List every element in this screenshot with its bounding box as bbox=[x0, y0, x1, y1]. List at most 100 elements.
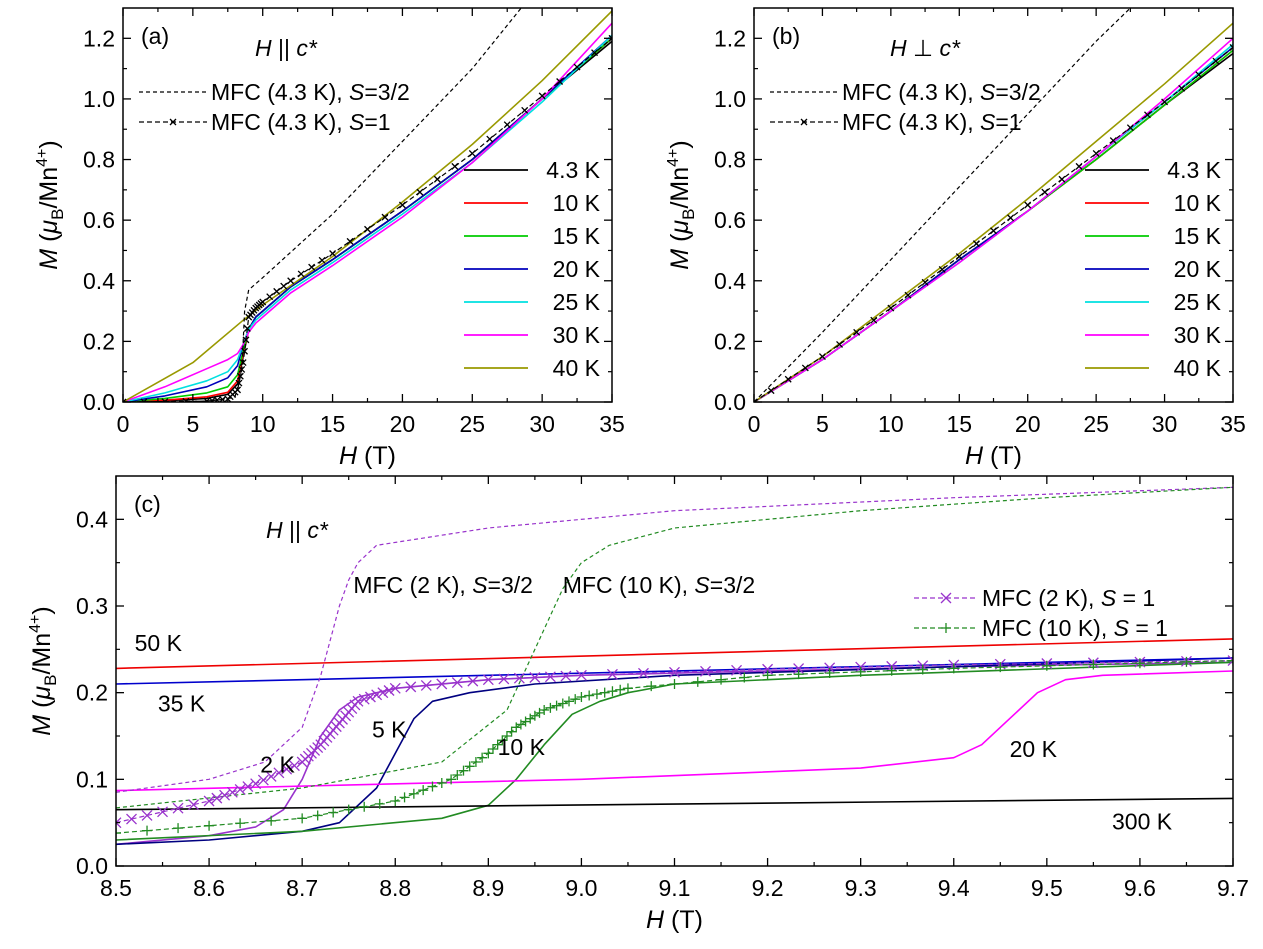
x-tick-label: 8.9 bbox=[472, 875, 504, 901]
marker-mfc-10-k-s-1 bbox=[399, 792, 410, 803]
marker-mfc-2-k-s-1 bbox=[669, 666, 680, 678]
marker-mfc-4-3-k-s-1 bbox=[1041, 188, 1049, 196]
marker-mfc-4-3-k-s-1 bbox=[468, 150, 476, 157]
marker-mfc-4-3-k-s-1 bbox=[972, 240, 980, 248]
series-mfc-4-3-k-s-3-2 bbox=[123, 8, 522, 402]
marker-mfc-10-k-s-1 bbox=[374, 798, 385, 809]
marker-mfc-10-k-s-1 bbox=[427, 781, 438, 792]
y-tick-label: 0.8 bbox=[714, 147, 746, 173]
marker-mfc-4-3-k-s-1 bbox=[503, 121, 511, 129]
marker-mfc-2-k-s-1 bbox=[405, 681, 417, 693]
marker-mfc-4-3-k-s-1 bbox=[754, 398, 758, 402]
marker-mfc-4-3-k-s-1 bbox=[266, 293, 274, 301]
marker-mfc-4-3-k-s-1 bbox=[433, 175, 441, 183]
marker-mfc-4-3-k-s-1 bbox=[1024, 201, 1032, 209]
field-label: H ⊥ c* bbox=[890, 35, 961, 61]
marker-mfc-10-k-s-1 bbox=[487, 744, 498, 754]
marker-mfc-4-3-k-s-1 bbox=[239, 359, 247, 367]
marker-mfc-10-k-s-1 bbox=[824, 668, 835, 679]
marker-mfc-10-k-s-1 bbox=[1181, 656, 1192, 667]
marker-mfc-4-3-k-s-1 bbox=[836, 340, 843, 348]
field-label: H || c* bbox=[266, 517, 329, 543]
x-tick-label: 35 bbox=[599, 411, 625, 437]
panel-b: 0 5 10 15 20 25 30 35 0.0 0.2 0.4 0.6 0.8 1.0 1.2 H (T)… bbox=[665, 7, 1246, 470]
legend-label-mfc-4-3-k-s-1: MFC (4.3 K), S=1 bbox=[211, 109, 391, 135]
marker-mfc-4-3-k-s-1 bbox=[238, 365, 246, 373]
marker-mfc-10-k-s-1 bbox=[470, 757, 481, 767]
marker-mfc-10-k-s-1 bbox=[297, 813, 308, 824]
marker-mfc-4-3-k-s-1 bbox=[280, 282, 288, 290]
marker-mfc-2-k-s-1 bbox=[250, 778, 262, 790]
marker-mfc-4-3-k-s-1 bbox=[123, 398, 127, 402]
axes-frame bbox=[122, 7, 613, 403]
legend-label-mfc-10-k-s-1: MFC (10 K), S = 1 bbox=[982, 615, 1168, 641]
marker-mfc-10-k-s-1 bbox=[408, 788, 419, 799]
marker-mfc-4-3-k-s-1 bbox=[1229, 43, 1233, 51]
y-tick-label: 0.0 bbox=[714, 389, 746, 415]
marker-mfc-4-3-k-s-1 bbox=[938, 265, 946, 273]
marker-mfc-4-3-k-s-1 bbox=[1161, 98, 1169, 106]
legend-label-25-k: 25 K bbox=[1174, 289, 1222, 315]
legend-marker bbox=[169, 118, 177, 126]
x-tick-label: 9.7 bbox=[1217, 875, 1249, 901]
x-tick-label: 20 bbox=[1015, 411, 1041, 437]
x-tick-label: 8.8 bbox=[379, 875, 411, 901]
marker-mfc-4-3-k-s-1 bbox=[1126, 124, 1134, 132]
x-tick-label: 9.4 bbox=[938, 875, 970, 901]
series-20-k bbox=[116, 670, 1233, 792]
marker-mfc-4-3-k-s-1 bbox=[801, 364, 809, 372]
marker-mfc-10-k-s-1 bbox=[142, 825, 153, 836]
marker-mfc-4-3-k-s-1 bbox=[556, 78, 564, 85]
marker-mfc-10-k-s-1 bbox=[328, 807, 339, 818]
axes-frame bbox=[753, 7, 1234, 403]
legend-label-mfc-4-3-k-s-3-2: MFC (4.3 K), S=3/2 bbox=[211, 79, 410, 105]
y-tick-label: 0.8 bbox=[83, 147, 115, 173]
marker-mfc-2-k-s-1 bbox=[560, 670, 572, 682]
marker-mfc-10-k-s-1 bbox=[492, 739, 503, 750]
marker-mfc-4-3-k-s-1 bbox=[259, 298, 267, 306]
marker-mfc-2-k-s-1 bbox=[172, 802, 184, 814]
x-tick-label: 8.7 bbox=[286, 875, 318, 901]
series-4-3-k bbox=[754, 52, 1233, 402]
marker-mfc-4-3-k-s-1 bbox=[235, 379, 243, 387]
marker-mfc-2-k-s-1 bbox=[377, 687, 389, 699]
y-tick-label: 0.4 bbox=[76, 506, 108, 532]
x-axis-label: H (T) bbox=[965, 442, 1022, 470]
marker-mfc-4-3-k-s-1 bbox=[416, 188, 424, 196]
marker-mfc-2-k-s-1 bbox=[824, 662, 836, 674]
y-tick-label: 0.2 bbox=[76, 680, 108, 706]
marker-mfc-2-k-s-1 bbox=[226, 786, 238, 798]
marker-mfc-2-k-s-1 bbox=[762, 663, 774, 675]
marker-mfc-4-3-k-s-1 bbox=[242, 336, 250, 344]
marker-mfc-10-k-s-1 bbox=[948, 663, 959, 674]
legend-label-25-k: 25 K bbox=[553, 289, 601, 315]
legend-marker bbox=[941, 623, 951, 633]
marker-mfc-4-3-k-s-1 bbox=[921, 278, 929, 286]
y-tick-label: 0.0 bbox=[76, 853, 108, 879]
marker-mfc-2-k-s-1 bbox=[188, 799, 200, 811]
marker-mfc-10-k-s-1 bbox=[436, 777, 447, 788]
legend-label-mfc-2-k-s-1: MFC (2 K), S = 1 bbox=[982, 585, 1155, 611]
marker-mfc-4-3-k-s-1 bbox=[398, 201, 406, 209]
marker-mfc-2-k-s-1 bbox=[288, 760, 300, 772]
annotation-mfc-2-k-s-3-2: MFC (2 K), S=3/2 bbox=[353, 572, 533, 598]
marker-mfc-4-3-k-s-1 bbox=[818, 353, 826, 360]
marker-mfc-10-k-s-1 bbox=[501, 731, 512, 741]
x-tick-label: 9.2 bbox=[752, 875, 784, 901]
marker-mfc-4-3-k-s-1 bbox=[243, 325, 251, 332]
marker-mfc-10-k-s-1 bbox=[739, 672, 750, 683]
marker-mfc-10-k-s-1 bbox=[622, 683, 633, 694]
x-tick-label: 5 bbox=[816, 411, 829, 437]
marker-mfc-4-3-k-s-1 bbox=[887, 304, 895, 312]
marker-mfc-10-k-s-1 bbox=[312, 810, 323, 821]
legend-label-40-k: 40 K bbox=[553, 355, 601, 381]
marker-mfc-4-3-k-s-1 bbox=[767, 387, 775, 395]
panel-label: (a) bbox=[141, 23, 169, 49]
x-tick-label: 15 bbox=[320, 411, 346, 437]
series-40-k bbox=[123, 10, 612, 402]
marker-mfc-2-k-s-1 bbox=[352, 695, 364, 707]
marker-mfc-4-3-k-s-1 bbox=[486, 135, 494, 143]
marker-mfc-10-k-s-1 bbox=[669, 679, 680, 689]
marker-mfc-10-k-s-1 bbox=[266, 815, 277, 826]
x-tick-label: 35 bbox=[1220, 411, 1246, 437]
